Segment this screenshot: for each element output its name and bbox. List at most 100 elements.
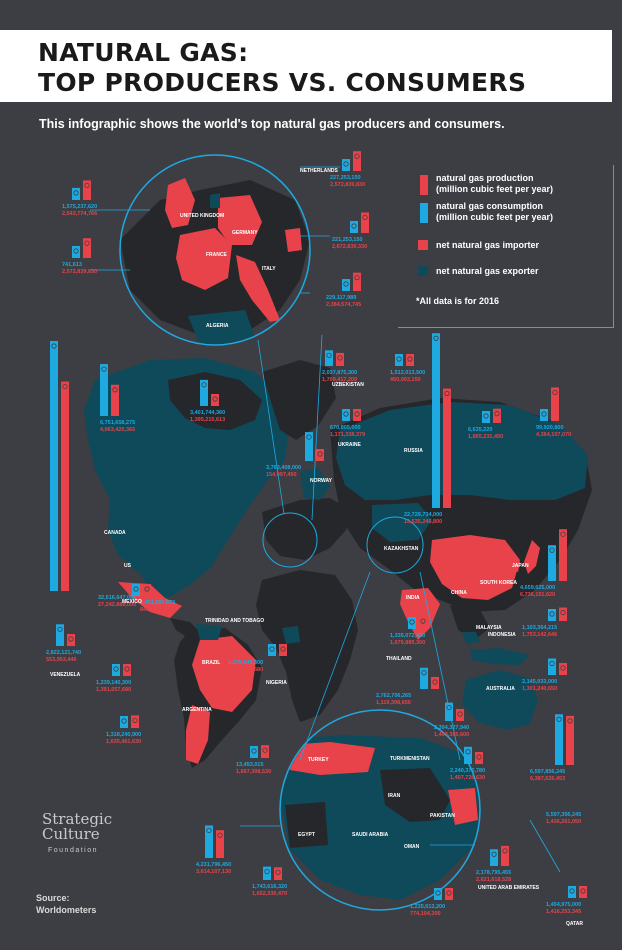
country-name-indonesia: INDONESIA bbox=[488, 632, 516, 638]
bar-production-indonesia bbox=[420, 667, 428, 689]
bar-production-norway bbox=[305, 432, 313, 461]
logo-line-2: Culture bbox=[42, 825, 100, 843]
logo-line-3: Foundation bbox=[48, 847, 99, 854]
consumption-value: 1,635,461,630 bbox=[106, 738, 142, 745]
bar-consumption-south-korea bbox=[493, 408, 501, 423]
value-label-india: 1,103,364,215 1,753,142,646 bbox=[522, 625, 557, 638]
consumption-value: 1,652,330,470 bbox=[252, 890, 288, 897]
production-value: 1,743,616,320 bbox=[252, 884, 288, 890]
bar-consumption-algeria bbox=[211, 394, 219, 406]
production-value: 2,762,706,265 bbox=[376, 693, 412, 699]
production-value: 2,178,795,455 bbox=[476, 870, 512, 876]
country-name-netherlands: NETHERLANDS bbox=[300, 168, 338, 174]
us-shape bbox=[108, 520, 222, 580]
country-name-argentina: ARGENTINA bbox=[182, 707, 212, 713]
bar-consumption-turkmenistan bbox=[475, 752, 483, 764]
production-value: 2,145,033,000 bbox=[522, 679, 558, 685]
bar-production-argentina bbox=[120, 716, 128, 728]
production-value: 99,920,800 bbox=[536, 425, 564, 431]
bar-consumption-saudi-arabia bbox=[274, 867, 282, 880]
value-label-saudi-arabia: 1,743,616,320 1,652,330,470 bbox=[252, 884, 287, 897]
country-name-mexico: MEXICO bbox=[122, 599, 142, 605]
production-value: 1,103,364,215 bbox=[522, 625, 558, 631]
value-label-turkey: 13,453,015 1,667,308,530 bbox=[236, 762, 271, 775]
eastern-eu-shape bbox=[285, 228, 302, 252]
value-label-malaysia: 2,145,033,000 1,301,240,650 bbox=[522, 679, 557, 692]
consumption-value: 841,553,336 bbox=[140, 606, 171, 613]
consumption-swatch-icon bbox=[420, 203, 428, 223]
consumption-value: 1,391,057,680 bbox=[96, 686, 132, 693]
venezuela-shape bbox=[196, 624, 222, 640]
bar-production-united-arab-emirates bbox=[490, 849, 498, 866]
country-name-united-kingdom: UNITED KINGDOM bbox=[180, 213, 225, 219]
country-name-egypt: EGYPT bbox=[298, 832, 315, 838]
production-value: 6,597,856,245 bbox=[530, 769, 566, 775]
kazakhstan-shape bbox=[372, 503, 432, 542]
south-korea-shape bbox=[512, 560, 520, 572]
indonesia-shape bbox=[470, 648, 530, 665]
country-bars bbox=[50, 151, 587, 900]
value-label-kazakhstan: 1,512,013,500 450,003,150 bbox=[390, 370, 425, 383]
country-name-italy: ITALY bbox=[262, 266, 276, 272]
consumption-value: 15,535,246,800 bbox=[404, 518, 443, 525]
bar-production-netherlands bbox=[342, 159, 350, 171]
production-value: 5,597,356,245 bbox=[546, 812, 582, 818]
legend-importer-label: net natural gas importer bbox=[436, 240, 540, 250]
country-name-france: FRANCE bbox=[206, 252, 227, 258]
production-value: 4,231,796,450 bbox=[196, 862, 232, 868]
production-value: 741,613 bbox=[62, 262, 82, 268]
france-shape bbox=[176, 228, 232, 290]
title-banner: NATURAL GAS: TOP PRODUCERS VS. CONSUMERS bbox=[0, 30, 612, 102]
bar-consumption-mexico bbox=[143, 584, 151, 596]
consumption-value: 2,621,618,528 bbox=[476, 876, 512, 883]
production-value: 4,659,625,000 bbox=[520, 585, 556, 591]
bar-consumption-china bbox=[559, 529, 567, 581]
bar-consumption-venezuela bbox=[67, 634, 75, 646]
consumption-value: 1,753,142,646 bbox=[522, 631, 558, 638]
legend-consumption-unit: (million cubic feet per year) bbox=[436, 212, 554, 222]
bar-production-turkey bbox=[250, 746, 258, 758]
country-name-germany: GERMANY bbox=[232, 230, 258, 236]
production-value: 1,575,237,620 bbox=[62, 204, 98, 210]
source-value: Worldometers bbox=[36, 905, 97, 915]
consumption-value: 450,003,150 bbox=[390, 376, 421, 383]
value-label-canada: 6,751,658,275 4,063,420,365 bbox=[100, 420, 135, 433]
country-name-norway: NORWAY bbox=[310, 478, 332, 484]
value-label-france: 741,613 2,572,839,830 bbox=[62, 262, 97, 275]
germany-shape bbox=[218, 195, 262, 245]
africa-shape bbox=[256, 570, 358, 722]
bar-production-us bbox=[50, 341, 58, 591]
value-label-germany: 221,253,150 2,672,839,330 bbox=[332, 237, 367, 250]
consumption-value: 6,736,151,620 bbox=[520, 591, 556, 598]
value-label-norway: 3,763,408,000 154,097,450 bbox=[266, 465, 301, 478]
country-name-ukraine: UKRAINE bbox=[338, 442, 361, 448]
consumption-value: 2,572,839,830 bbox=[330, 181, 366, 188]
production-value: 221,253,150 bbox=[332, 237, 363, 243]
consumption-value: 6,387,626,453 bbox=[530, 775, 566, 782]
bar-production-japan bbox=[540, 409, 548, 421]
middle-east-focus-ring bbox=[366, 516, 424, 574]
europe-inset bbox=[119, 154, 311, 346]
value-label-indonesia: 2,762,706,265 1,119,398,650 bbox=[376, 693, 411, 706]
country-name-venezuela: VENEZUELA bbox=[50, 672, 81, 678]
brazil-shape bbox=[192, 636, 256, 712]
value-label-united-arab-emirates: 2,178,795,455 2,621,618,528 bbox=[476, 870, 511, 883]
value-label-turkmenistan: 2,240,376,780 1,407,726,630 bbox=[450, 768, 485, 781]
japan-shape bbox=[524, 540, 540, 574]
continents bbox=[84, 358, 592, 768]
bar-consumption-france bbox=[83, 238, 91, 258]
norway-shape bbox=[300, 468, 330, 500]
saudi-shape bbox=[335, 812, 410, 880]
production-value: 3,763,408,000 bbox=[266, 465, 302, 471]
production-value: 2,037,875,300 bbox=[322, 370, 358, 376]
consumption-value: 2,572,839,830 bbox=[62, 268, 98, 275]
subtitle: This infographic shows the world's top n… bbox=[39, 117, 505, 131]
italy-shape bbox=[236, 255, 280, 322]
production-value: 229,117,989 bbox=[326, 295, 357, 301]
logo-line-1: Strategic bbox=[42, 810, 113, 828]
production-value: 13,453,015 bbox=[236, 762, 264, 768]
value-label-japan: 99,920,800 4,364,107,070 bbox=[536, 425, 571, 438]
bar-consumption-egypt bbox=[216, 830, 224, 858]
consumption-value: 1,301,240,650 bbox=[522, 685, 558, 692]
